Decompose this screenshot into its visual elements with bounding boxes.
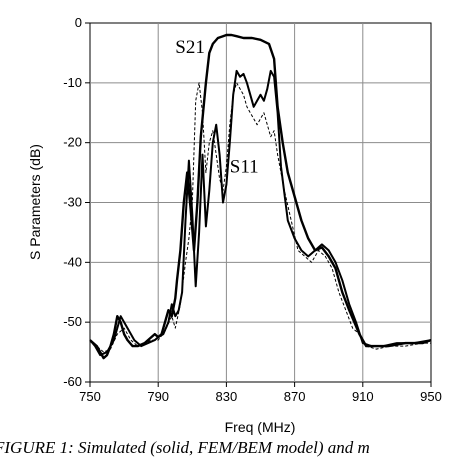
y-tick-label: -20 — [63, 135, 82, 150]
y-tick-label: -50 — [63, 314, 82, 329]
annotations: S21 S11 — [175, 37, 258, 178]
annotation-s21: S21 — [175, 37, 205, 58]
annotation-s11: S11 — [230, 157, 259, 178]
x-tick-label: 950 — [420, 389, 442, 404]
x-tick-label: 910 — [352, 389, 374, 404]
y-tick-label: 0 — [75, 15, 82, 30]
y-tick-label: -40 — [63, 254, 82, 269]
y-axis-title: S Parameters (dB) — [27, 144, 43, 260]
x-axis-title: Freq (MHz) — [225, 419, 296, 435]
x-tick-label: 790 — [147, 389, 169, 404]
y-tick-label: -30 — [63, 195, 82, 210]
series-line-measured — [89, 82, 431, 353]
x-tick-label: 870 — [284, 389, 306, 404]
data-series — [89, 33, 432, 360]
figure-caption: FIGURE 1: Simulated (solid, FEM/BEM mode… — [0, 438, 370, 457]
series-line-s21 — [89, 33, 432, 360]
grid-lines — [85, 22, 432, 387]
x-tick-label: 830 — [216, 389, 238, 404]
series-line-s11 — [89, 69, 432, 357]
y-tick-label: -10 — [63, 75, 82, 90]
y-tick-label: -60 — [63, 374, 82, 389]
tick-labels: 750 790 830 870 910 950 0 -10 -20 -30 -40 -50 -60 — [63, 15, 442, 404]
x-tick-label: 750 — [79, 389, 101, 404]
